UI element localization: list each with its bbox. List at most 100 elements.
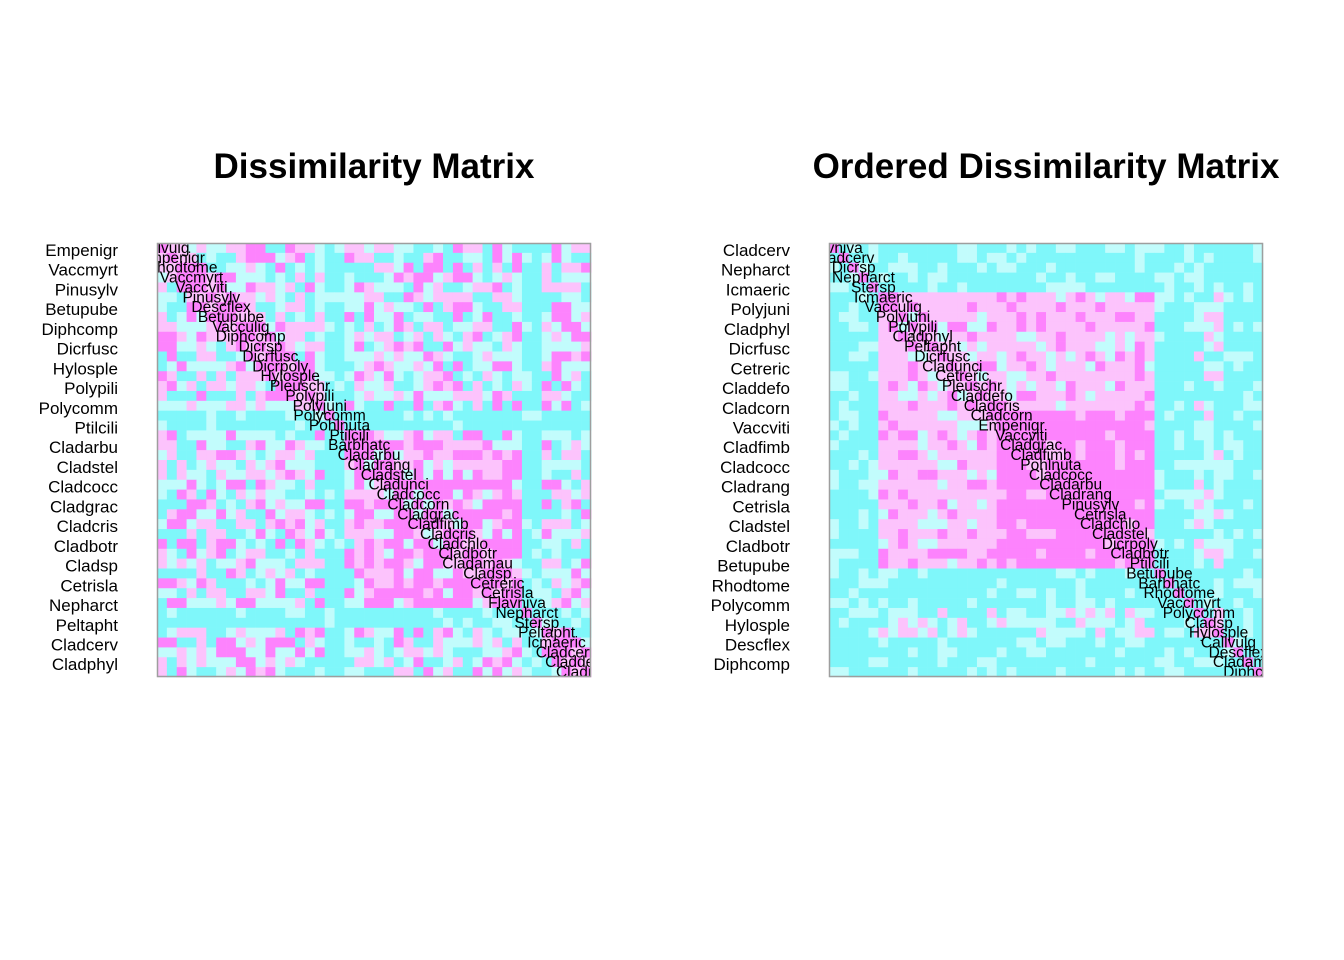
heatmap-cell: [878, 598, 889, 609]
heatmap-cell: [374, 312, 385, 323]
heatmap-cell: [1233, 529, 1244, 540]
heatmap-cell: [829, 479, 840, 490]
heatmap-cell: [848, 519, 859, 530]
heatmap-cell: [166, 341, 178, 352]
heatmap-cell: [957, 302, 968, 313]
heatmap-cell: [393, 657, 404, 668]
heatmap-cell: [541, 361, 552, 372]
heatmap-cell: [976, 578, 988, 589]
heatmap-cell: [1174, 499, 1185, 510]
heatmap-cell: [502, 657, 513, 668]
heatmap-cell: [1223, 262, 1234, 273]
heatmap-cell: [1026, 351, 1037, 362]
heatmap-cell: [1243, 460, 1254, 471]
heatmap-cell: [848, 627, 859, 638]
heatmap-cell: [571, 282, 582, 293]
heatmap-cell: [1134, 499, 1145, 510]
heatmap-cell: [996, 292, 1007, 303]
heatmap-cell: [1124, 637, 1136, 648]
heatmap-cell: [304, 341, 316, 352]
heatmap-cell: [927, 519, 938, 530]
heatmap-cell: [907, 331, 919, 342]
heatmap-cell: [581, 568, 592, 579]
heatmap-cell: [1006, 657, 1017, 668]
heatmap-cell: [364, 548, 375, 559]
heatmap-cell: [364, 371, 375, 382]
heatmap-cell: [512, 292, 523, 303]
heatmap-cell: [492, 400, 503, 411]
heatmap-cell: [1115, 568, 1126, 579]
heatmap-cell: [878, 489, 889, 500]
heatmap-cell: [216, 637, 227, 648]
heatmap-cell: [1124, 361, 1136, 372]
diagonal-label: Ptilcili: [329, 427, 369, 444]
heatmap-cell: [245, 420, 256, 431]
heatmap-cell: [858, 548, 869, 559]
heatmap-cell: [551, 588, 562, 599]
heatmap-cell: [937, 371, 948, 382]
heatmap-cell: [304, 637, 316, 648]
heatmap-cell: [265, 607, 276, 619]
heatmap-cell: [1154, 460, 1165, 471]
heatmap-cell: [1105, 667, 1116, 678]
heatmap-cell: [1065, 302, 1076, 313]
heatmap-cell: [1026, 529, 1037, 540]
heatmap-cell: [561, 667, 572, 678]
heatmap-cell: [502, 617, 513, 628]
heatmap-cell: [482, 450, 493, 461]
heatmap-cell: [868, 321, 879, 333]
heatmap-cell: [967, 637, 978, 648]
heatmap-cell: [1184, 479, 1195, 490]
heatmap-cell: [868, 312, 879, 323]
heatmap-cell: [937, 548, 948, 559]
heatmap-cell: [571, 499, 582, 510]
heatmap-cell: [1144, 479, 1155, 490]
heatmap-cell: [927, 637, 938, 648]
heatmap-cell: [1154, 262, 1165, 273]
heatmap-cell: [1016, 529, 1027, 540]
heatmap-cell: [1213, 450, 1224, 461]
heatmap-cell: [275, 637, 286, 648]
diagonal-label: Pinusylv: [182, 289, 240, 306]
heatmap-cell: [235, 312, 247, 323]
heatmap-cell: [996, 430, 1007, 441]
heatmap-cell: [1085, 627, 1096, 638]
heatmap-cell: [1154, 440, 1165, 451]
heatmap-cell: [1144, 331, 1155, 342]
heatmap-cell: [383, 272, 395, 283]
heatmap-cell: [235, 420, 247, 431]
heatmap-cell: [285, 450, 296, 461]
heatmap-cell: [1193, 607, 1205, 619]
heatmap-cell: [482, 519, 493, 530]
heatmap-cell: [1193, 529, 1205, 540]
heatmap-cell: [858, 371, 869, 382]
heatmap-cell: [541, 341, 552, 352]
heatmap-cell: [206, 538, 217, 550]
heatmap-cell: [541, 252, 552, 264]
heatmap-cell: [216, 568, 227, 579]
heatmap-cell: [176, 588, 187, 599]
heatmap-cell: [275, 351, 286, 362]
heatmap-cell: [314, 390, 325, 402]
heatmap-cell: [492, 519, 503, 530]
heatmap-cell: [157, 519, 168, 530]
heatmap-cell: [374, 637, 385, 648]
heatmap-cell: [898, 341, 909, 352]
heatmap-cell: [383, 509, 395, 520]
heatmap-cell: [295, 479, 306, 490]
heatmap-cell: [374, 351, 385, 362]
heatmap-cell: [374, 479, 385, 490]
heatmap-cell: [561, 272, 572, 283]
heatmap-cell: [1036, 558, 1047, 569]
heatmap-cell: [581, 637, 592, 648]
heatmap-cell: [521, 617, 533, 628]
heatmap-cell: [157, 499, 168, 510]
heatmap-cell: [364, 410, 375, 421]
heatmap-cell: [1115, 272, 1126, 283]
heatmap-cell: [354, 410, 365, 421]
heatmap-cell: [1075, 548, 1086, 559]
heatmap-cell: [888, 262, 899, 273]
heatmap-cell: [443, 272, 454, 283]
heatmap-cell: [561, 420, 572, 431]
heatmap-cell: [1193, 381, 1205, 392]
